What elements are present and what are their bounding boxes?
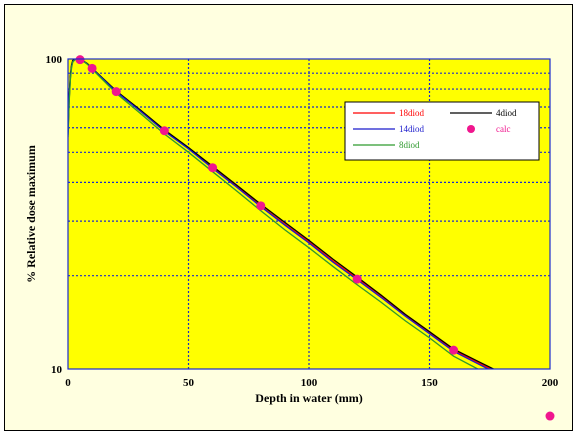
plot-border [67, 58, 551, 370]
calc-point [352, 274, 362, 284]
legend-label-8diod: 8diod [399, 140, 420, 150]
x-tick-label: 50 [183, 377, 195, 389]
grid-lines [68, 59, 550, 369]
chart-svg: 100 10 0 50 100 150 200 Depth in water (mm) %… [24, 54, 559, 421]
y-axis-label: % Relative dose maximum [24, 145, 38, 283]
x-tick-labels: 0 50 100 150 200 [65, 377, 559, 389]
legend-label-14diod: 14diod [399, 124, 425, 134]
calc-point [159, 126, 169, 136]
x-tick-label: 200 [542, 377, 559, 389]
calc-point [208, 163, 218, 173]
x-axis-label: Depth in water (mm) [255, 391, 362, 405]
y-tick-label: 10 [51, 364, 63, 376]
x-tick-label: 0 [65, 377, 71, 389]
calc-point [75, 55, 85, 65]
x-tick-label: 100 [301, 377, 318, 389]
legend-marker-calc [467, 125, 475, 133]
y-tick-labels: 100 10 [46, 54, 63, 376]
y-tick-label: 100 [46, 54, 63, 66]
legend-label-18diod: 18diod [399, 108, 425, 118]
legend-box [344, 101, 540, 161]
calc-point [449, 345, 459, 355]
calc-markers [75, 55, 555, 421]
calc-point [256, 201, 266, 211]
calc-point [545, 411, 555, 421]
calc-point [111, 87, 121, 97]
x-tick-label: 150 [421, 377, 438, 389]
legend-label-4diod: 4diod [496, 108, 517, 118]
calc-point [87, 63, 97, 73]
chart-frame: 100 10 0 50 100 150 200 Depth in water (mm) %… [4, 4, 573, 431]
legend-label-calc: calc [496, 124, 510, 134]
legend: 18diod 4diod 14diod 8diod calc [344, 101, 540, 161]
